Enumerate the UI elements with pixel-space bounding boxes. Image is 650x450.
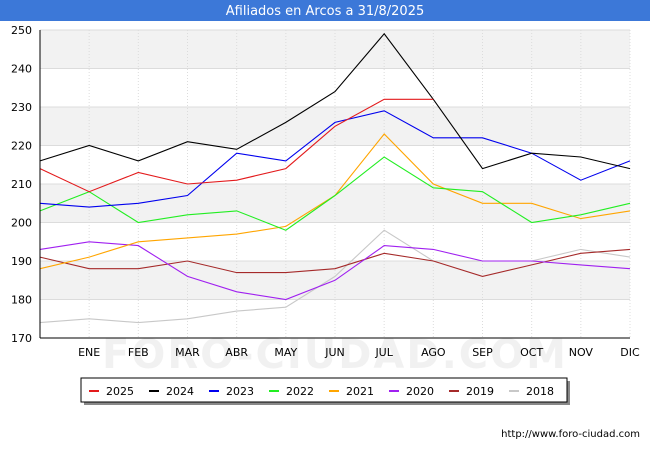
legend-label-2023: 2023 <box>226 385 254 398</box>
series-line-2019 <box>39 248 631 277</box>
legend-box <box>80 377 568 403</box>
watermark: FORO-CIUDAD.COM <box>102 332 568 378</box>
x-tick-label: MAR <box>175 346 200 359</box>
x-tick-label: DIC <box>620 346 640 359</box>
x-tick-labels: ENE FEB MAR ABR MAY JUN JUL AGO SEP OCT NOV DIC <box>78 346 640 359</box>
x-tick-label: JUN <box>324 346 345 359</box>
x-tick-label: FEB <box>128 346 149 359</box>
legend-label-2019: 2019 <box>466 385 494 398</box>
title-bar <box>0 0 650 21</box>
legend: 2025 2024 2023 2022 2021 2020 2019 2018 <box>80 377 570 405</box>
y-tick-label: 190 <box>11 255 32 268</box>
y-tick-label: 220 <box>11 140 32 153</box>
legend-label-2018: 2018 <box>526 385 554 398</box>
x-tick-label: OCT <box>520 346 543 359</box>
legend-label-2020: 2020 <box>406 385 434 398</box>
chart-title: Afiliados en Arcos a 31/8/2025 <box>226 4 424 19</box>
series-lines <box>39 32 631 324</box>
x-tick-label: ENE <box>78 346 100 359</box>
x-tick-label: MAY <box>274 346 297 359</box>
y-tick-label: 250 <box>11 24 32 37</box>
series-line-2025 <box>39 98 434 193</box>
legend-label-2022: 2022 <box>286 385 314 398</box>
y-tick-label: 170 <box>11 332 32 345</box>
legend-label-2024: 2024 <box>166 385 194 398</box>
y-tick-label: 210 <box>11 178 32 191</box>
legend-items: 2025 2024 2023 2022 2021 2020 2019 2018 <box>89 385 554 398</box>
x-tick-label: JUL <box>374 346 393 359</box>
y-tick-labels: 170 180 190 200 210 220 230 240 250 <box>11 24 32 345</box>
x-tick-label: NOV <box>569 346 594 359</box>
series-line-2022 <box>39 156 631 231</box>
x-tick-label: SEP <box>472 346 493 359</box>
y-tick-label: 180 <box>11 294 32 307</box>
y-tick-label: 200 <box>11 217 32 230</box>
x-tick-label: AGO <box>421 346 446 359</box>
legend-label-2021: 2021 <box>346 385 374 398</box>
series-line-2024 <box>39 32 631 170</box>
series-line-2020 <box>39 241 631 301</box>
y-tick-label: 230 <box>11 101 32 114</box>
legend-label-2025: 2025 <box>106 385 134 398</box>
footer-url: http://www.foro-ciudad.com <box>501 429 640 440</box>
axes <box>39 30 630 339</box>
band <box>40 30 630 69</box>
x-tick-label: ABR <box>225 346 248 359</box>
y-tick-label: 240 <box>11 63 32 76</box>
